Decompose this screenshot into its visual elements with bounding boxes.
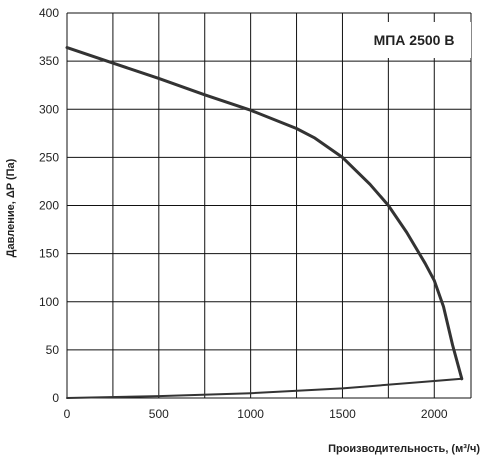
y-tick-label: 400: [39, 6, 59, 20]
y-axis-title: Давление, ΔP (Па): [5, 158, 17, 257]
x-axis-title: Производительность, (м³/ч): [328, 443, 480, 455]
x-tick-label: 2000: [421, 407, 448, 421]
chart-title: МПА 2500 В: [374, 32, 455, 48]
y-tick-label: 100: [39, 295, 59, 309]
system-resistance-curve: [66, 377, 463, 399]
curve-layer: [65, 46, 464, 399]
y-tick-label: 250: [39, 150, 59, 164]
y-tick-label: 0: [52, 391, 59, 405]
x-tick-label: 500: [149, 407, 169, 421]
tick-layer: 0 50 100 150 200 250 300 350 400 0 500 1000 1500 2000: [39, 6, 448, 421]
y-tick-label: 200: [39, 199, 59, 213]
grid-layer: [66, 12, 472, 399]
y-tick-label: 350: [39, 54, 59, 68]
y-tick-label: 300: [39, 102, 59, 116]
fan-pressure-curve: [65, 46, 464, 381]
y-tick-label: 150: [39, 247, 59, 261]
model-label-box: [357, 22, 471, 58]
x-tick-label: 1500: [329, 407, 356, 421]
y-tick-label: 50: [46, 343, 60, 357]
x-tick-label: 0: [64, 407, 71, 421]
x-tick-label: 1000: [237, 407, 264, 421]
